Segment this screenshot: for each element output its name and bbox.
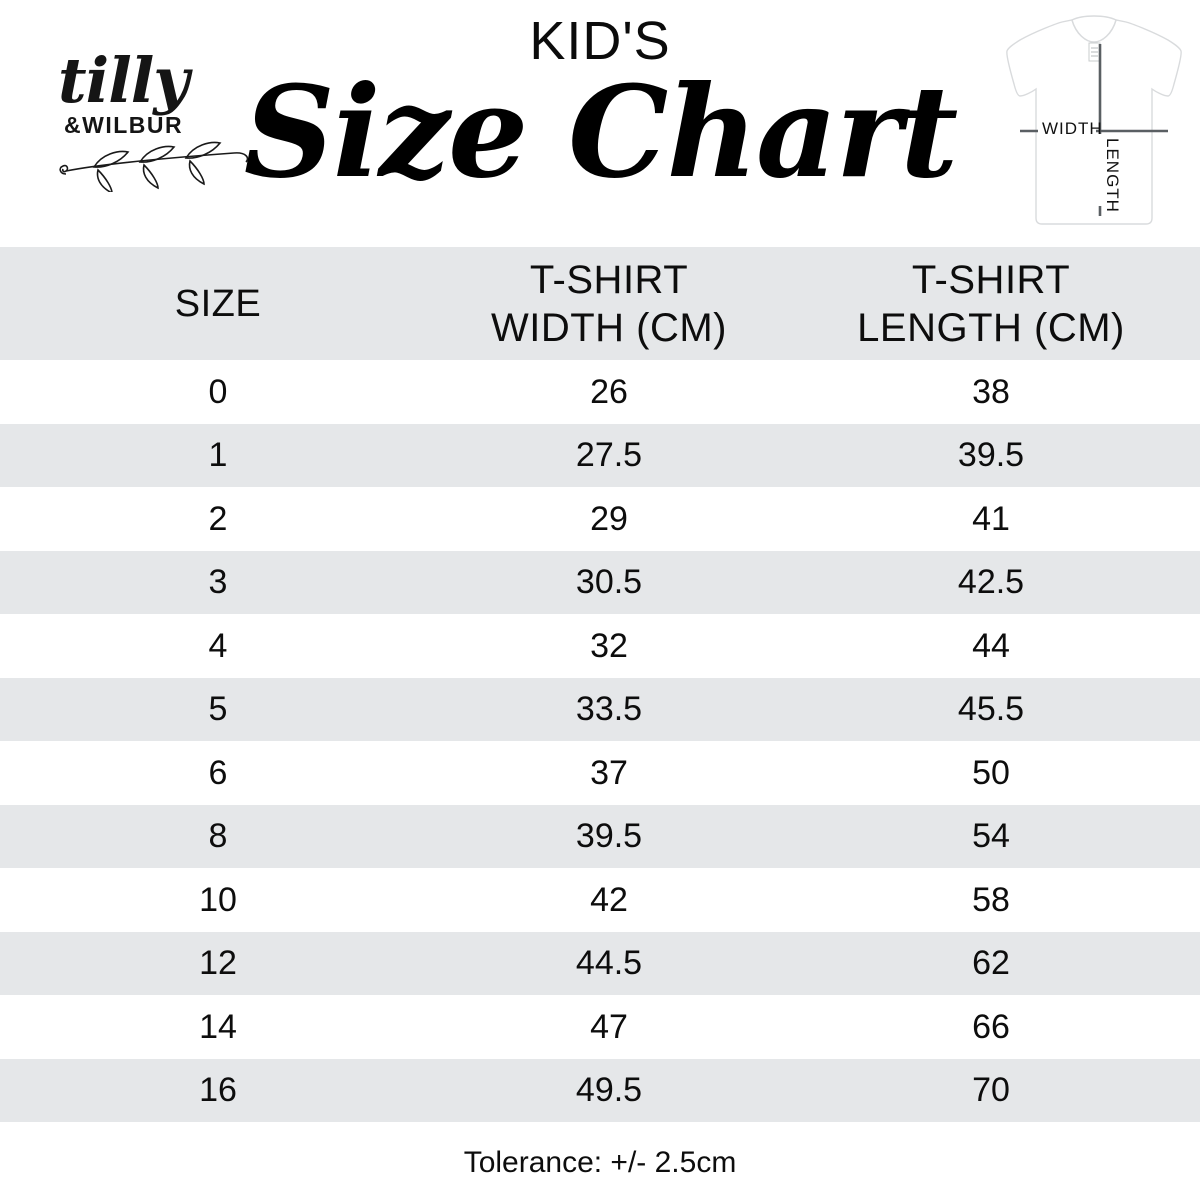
- cell-length: 50: [972, 753, 1010, 792]
- cell-size: 1: [208, 436, 228, 475]
- cell-length: 54: [972, 817, 1010, 856]
- cell-width: 26: [590, 372, 628, 411]
- cell-width: 27.5: [575, 436, 643, 475]
- page-title: Size Chart: [243, 58, 959, 206]
- cell-width: 37: [590, 753, 628, 792]
- brand-name-script: tilly: [58, 44, 189, 117]
- cell-width: 44.5: [575, 944, 643, 983]
- table-row: 6 37 50: [0, 741, 1200, 805]
- cell-length: 42.5: [957, 563, 1025, 602]
- width-label: WIDTH: [1042, 119, 1103, 138]
- cell-length: 66: [972, 1007, 1010, 1046]
- cell-width: 49.5: [575, 1071, 643, 1110]
- cell-length: 41: [972, 499, 1010, 538]
- table-row: 12 44.5 62: [0, 931, 1200, 995]
- cell-length: 44: [972, 626, 1010, 665]
- cell-length: 38: [972, 372, 1010, 411]
- cell-size: 16: [199, 1071, 237, 1110]
- column-header-length: T-SHIRT LENGTH (CM): [782, 256, 1200, 352]
- page-eyebrow: KID'S: [529, 11, 671, 71]
- cell-size: 3: [208, 563, 228, 602]
- column-header-length-line2: LENGTH (CM): [857, 305, 1125, 350]
- cell-width: 39.5: [575, 817, 643, 856]
- brand-name-sub: &WILBUR: [64, 112, 184, 138]
- length-label: LENGTH: [1103, 138, 1122, 213]
- column-header-length-line1: T-SHIRT: [911, 257, 1071, 302]
- cell-length: 58: [972, 880, 1010, 919]
- table-row: 8 39.5 54: [0, 804, 1200, 868]
- table-row: 10 42 58: [0, 868, 1200, 932]
- size-chart-table: SIZE T-SHIRT WIDTH (CM) T-SHIRT LENGTH (…: [0, 247, 1200, 1122]
- table-row: 4 32 44: [0, 614, 1200, 678]
- table-header-row: SIZE T-SHIRT WIDTH (CM) T-SHIRT LENGTH (…: [0, 247, 1200, 360]
- cell-size: 2: [208, 499, 228, 538]
- table-row: 2 29 41: [0, 487, 1200, 551]
- cell-width: 29: [590, 499, 628, 538]
- tshirt-collar: [1071, 15, 1117, 43]
- brand-logo: tilly &WILBUR: [50, 48, 260, 193]
- leaf-branch-icon: [59, 141, 249, 192]
- cell-length: 45.5: [957, 690, 1025, 729]
- cell-width: 30.5: [575, 563, 643, 602]
- table-row: 0 26 38: [0, 360, 1200, 424]
- column-header-width-line2: WIDTH (CM): [490, 305, 728, 350]
- cell-size: 4: [208, 626, 228, 665]
- cell-width: 47: [590, 1007, 628, 1046]
- cell-width: 42: [590, 880, 628, 919]
- tshirt-diagram: WIDTH LENGTH: [1006, 15, 1182, 225]
- chart-header: tilly &WILBUR KID'S Size Chart: [0, 0, 1200, 247]
- cell-width: 33.5: [575, 690, 643, 729]
- cell-length: 70: [972, 1071, 1010, 1110]
- column-header-width-line1: T-SHIRT: [529, 257, 689, 302]
- cell-length: 39.5: [957, 436, 1025, 475]
- table-row: 5 33.5 45.5: [0, 677, 1200, 741]
- cell-length: 62: [972, 944, 1010, 983]
- cell-width: 32: [590, 626, 628, 665]
- table-row: 3 30.5 42.5: [0, 550, 1200, 614]
- table-row: 16 49.5 70: [0, 1058, 1200, 1122]
- column-header-width: T-SHIRT WIDTH (CM): [436, 256, 782, 352]
- cell-size: 6: [208, 753, 228, 792]
- cell-size: 14: [199, 1007, 237, 1046]
- tolerance-note: Tolerance: +/- 2.5cm: [463, 1146, 737, 1179]
- cell-size: 10: [199, 880, 237, 919]
- cell-size: 0: [208, 372, 228, 411]
- cell-size: 5: [208, 690, 228, 729]
- column-header-size: SIZE: [174, 282, 262, 325]
- table-row: 1 27.5 39.5: [0, 423, 1200, 487]
- cell-size: 8: [208, 817, 228, 856]
- cell-size: 12: [199, 944, 237, 983]
- table-row: 14 47 66: [0, 995, 1200, 1059]
